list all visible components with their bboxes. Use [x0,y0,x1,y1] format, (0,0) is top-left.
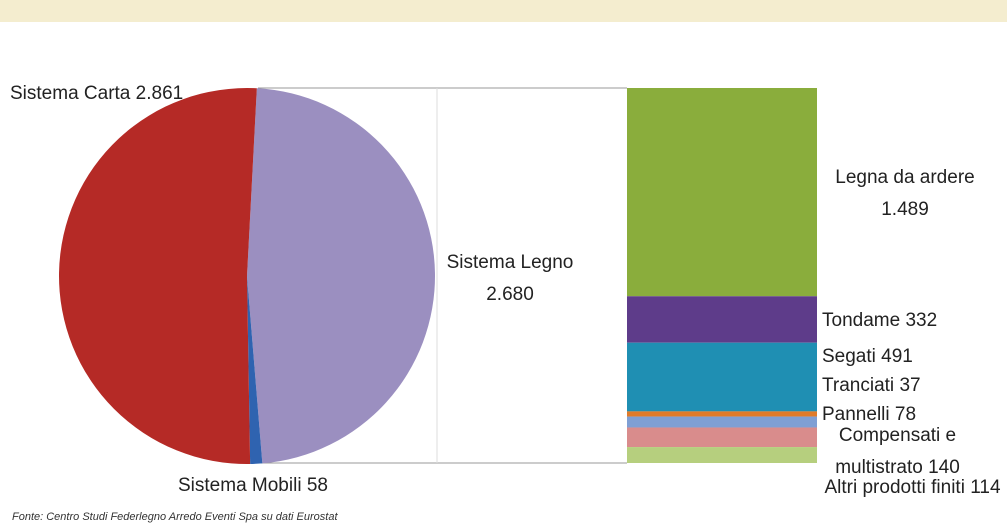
value-label: 2.680 [486,284,534,305]
data-label: Sistema Legno 2.680 [440,247,580,311]
source-note: Fonte: Centro Studi Federlegno Arredo Ev… [12,511,338,523]
data-label: Pannelli 78 [822,399,916,431]
value-label: 78 [894,404,917,425]
category-label: Sistema Mobili [178,475,302,496]
bar-segment [627,88,817,297]
category-label: Sistema Carta [10,83,131,104]
category-label: Tranciati [822,375,895,396]
category-label: Compensati e multistrato [835,425,957,478]
bar-segment [627,427,817,448]
value-label: 114 [970,477,1001,498]
data-label: Tondame 332 [822,305,937,337]
pie-slice [58,88,257,465]
value-label: 140 [928,457,960,478]
bar-segment [627,296,817,343]
value-label: 58 [306,475,328,496]
category-label: Sistema Legno [446,252,574,273]
pie-slice [247,88,436,464]
value-label: 1.489 [881,199,929,220]
bar-segment [627,416,817,428]
data-label: Tranciati 37 [822,370,921,402]
data-label: Sistema Mobili 58 [178,470,328,502]
data-label: Compensati e multistrato 140 [820,420,975,484]
value-label: 37 [899,375,921,396]
category-label: Pannelli [822,404,890,425]
value-label: 2.861 [135,83,184,104]
data-label: Sistema Carta 2.861 [10,78,183,110]
category-label: Segati [822,346,876,367]
bar-segment [627,447,817,463]
bar-segment [627,411,817,417]
pie-slice [247,276,263,464]
category-label: Tondame [822,310,901,331]
category-label: Legna da ardere [835,167,975,188]
data-label: Altri prodotti finiti 114 [820,472,1005,504]
header-band [0,0,1007,22]
value-label: 491 [881,346,913,367]
value-label: 332 [905,310,938,331]
data-label: Segati 491 [822,341,913,373]
data-label: Legna da ardere 1.489 [815,162,995,226]
category-label: Altri prodotti finiti [824,477,965,498]
bar-segment [627,342,817,412]
